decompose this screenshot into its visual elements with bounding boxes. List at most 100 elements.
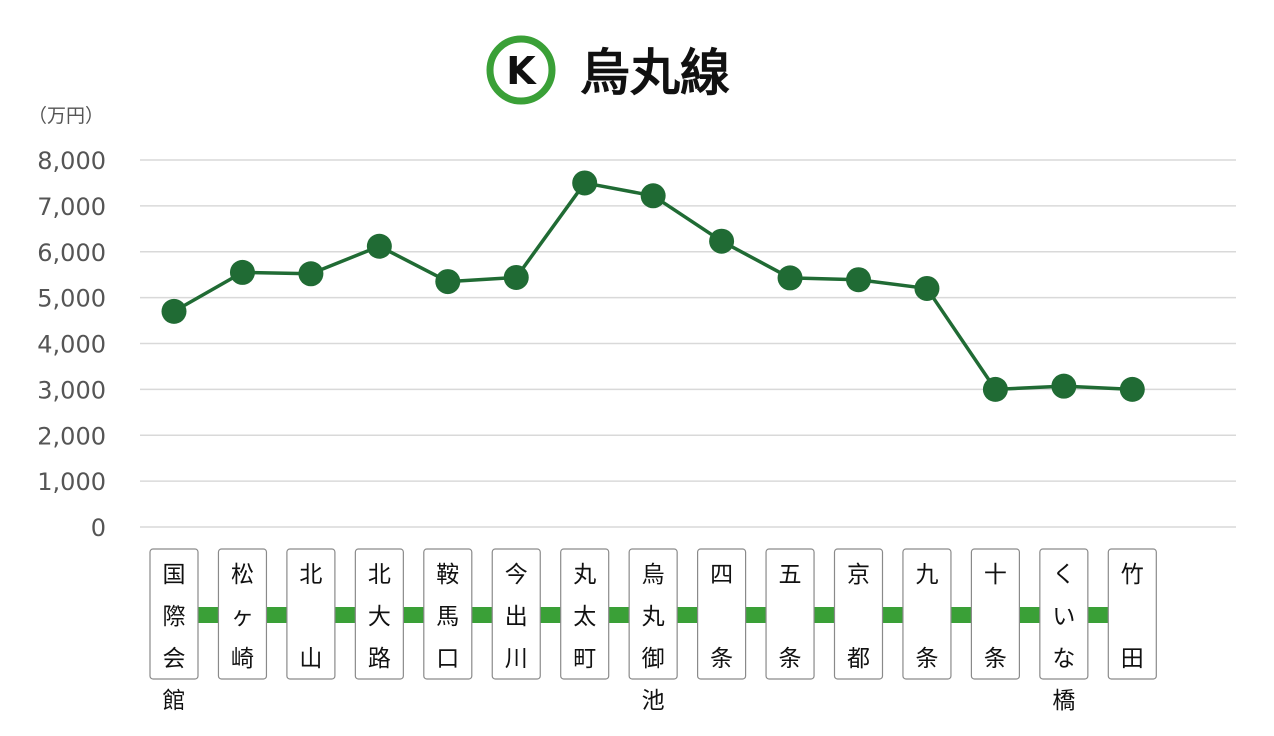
y-tick-label: 8,000 bbox=[37, 147, 106, 175]
station-box bbox=[696, 548, 747, 680]
station-box bbox=[286, 548, 336, 680]
y-tick-label: 0 bbox=[91, 514, 106, 542]
station-label-char: 条 bbox=[984, 646, 1007, 672]
station-label-char: く bbox=[1052, 562, 1075, 588]
station-label: 十条 bbox=[970, 548, 1021, 680]
station-label-char: 都 bbox=[847, 646, 870, 672]
station-label: 松ヶ崎 bbox=[217, 548, 268, 680]
station-label-char: 丸 bbox=[573, 562, 596, 588]
station-box bbox=[902, 548, 952, 680]
chart-title-group: K 烏丸線 bbox=[486, 35, 730, 105]
station-label-char: 町 bbox=[573, 646, 596, 672]
station-label-char: 田 bbox=[1121, 646, 1144, 672]
station-label: 今出川 bbox=[491, 548, 541, 680]
station-box bbox=[628, 548, 678, 680]
station-box bbox=[491, 548, 541, 680]
y-axis-ticks: 0 1,000 2,000 3,000 4,000 5,000 6,000 7,000 8,00… bbox=[37, 147, 106, 542]
data-point bbox=[640, 183, 666, 209]
station-label-char: 烏 bbox=[642, 562, 665, 588]
data-point bbox=[846, 267, 871, 293]
line-badge-letter: K bbox=[506, 49, 537, 93]
station-label-char: 丸 bbox=[642, 604, 665, 630]
series-line bbox=[173, 181, 1133, 392]
station-box bbox=[1107, 548, 1157, 680]
station-label-char: 条 bbox=[915, 646, 938, 672]
data-point bbox=[709, 228, 735, 254]
station-label-char: 橋 bbox=[1052, 688, 1075, 714]
data-point bbox=[572, 170, 598, 196]
station-box bbox=[970, 548, 1021, 680]
data-point bbox=[1119, 376, 1145, 402]
station-label-char: ヶ bbox=[231, 604, 254, 630]
station-label: 北大路 bbox=[354, 548, 404, 680]
data-point bbox=[366, 233, 392, 259]
station-box bbox=[149, 548, 199, 680]
y-tick-label: 2,000 bbox=[37, 422, 106, 450]
y-tick-label: 1,000 bbox=[37, 468, 106, 496]
station-label-char: 山 bbox=[299, 646, 322, 672]
gridlines bbox=[140, 159, 1236, 528]
station-box bbox=[217, 548, 268, 680]
station-label-char: 京 bbox=[847, 562, 870, 588]
station-label-char: 太 bbox=[573, 604, 596, 630]
y-tick-label: 6,000 bbox=[37, 239, 106, 267]
data-points bbox=[161, 170, 1145, 402]
station-box bbox=[423, 548, 473, 680]
station-label-char: な bbox=[1052, 646, 1075, 672]
station-label-char: 大 bbox=[368, 604, 391, 630]
station-label-char: 今 bbox=[505, 562, 528, 588]
data-point bbox=[503, 264, 529, 290]
station-label-char: 館 bbox=[163, 688, 186, 714]
data-point bbox=[435, 269, 461, 295]
station-label: 鞍馬口 bbox=[423, 548, 473, 680]
line-badge-circle bbox=[486, 35, 556, 105]
station-label: 九条 bbox=[902, 548, 952, 680]
station-label-char: 十 bbox=[984, 562, 1007, 588]
station-label-char: 口 bbox=[436, 646, 459, 672]
data-point bbox=[982, 376, 1008, 402]
station-label: 四条 bbox=[696, 548, 747, 680]
station-label-char: 鞍 bbox=[436, 562, 459, 588]
station-label-char: 条 bbox=[710, 646, 733, 672]
station-box bbox=[765, 548, 815, 680]
series-line-group bbox=[173, 181, 1133, 392]
station-label-char: 路 bbox=[368, 646, 391, 672]
station-label: 竹田 bbox=[1107, 548, 1157, 680]
y-tick-label: 7,000 bbox=[37, 193, 106, 221]
station-box bbox=[1039, 548, 1089, 680]
y-tick-label: 4,000 bbox=[37, 331, 106, 359]
station-label-char: 川 bbox=[505, 646, 528, 672]
station-label-char: 条 bbox=[779, 646, 802, 672]
station-label-char: 出 bbox=[505, 604, 528, 630]
data-point bbox=[229, 259, 255, 285]
data-point bbox=[914, 275, 940, 301]
station-box bbox=[833, 548, 884, 680]
data-point bbox=[161, 298, 187, 324]
chart-title: 烏丸線 bbox=[580, 44, 730, 102]
station-label-char: 国 bbox=[163, 562, 186, 588]
station-label-char: 池 bbox=[642, 688, 665, 714]
station-box bbox=[560, 548, 610, 680]
station-label: 五条 bbox=[765, 548, 815, 680]
station-label-char: 崎 bbox=[231, 646, 254, 672]
station-label: 京都 bbox=[833, 548, 884, 680]
station-label-char: 際 bbox=[163, 604, 186, 630]
station-label-char: 北 bbox=[299, 562, 322, 588]
station-label-char: い bbox=[1052, 604, 1075, 630]
y-axis-unit-label: （万円） bbox=[28, 105, 104, 127]
station-label-char: 御 bbox=[642, 646, 665, 672]
station-labels: 国際会館松ヶ崎北山北大路鞍馬口今出川丸太町烏丸御池四条五条京都九条十条くいな橋竹… bbox=[149, 548, 1157, 714]
y-tick-label: 5,000 bbox=[37, 285, 106, 313]
station-label: 丸太町 bbox=[560, 548, 610, 680]
station-label-char: 松 bbox=[231, 562, 254, 588]
station-label-char: 馬 bbox=[436, 604, 459, 630]
station-label-char: 五 bbox=[779, 562, 802, 588]
data-point bbox=[777, 265, 803, 291]
data-point bbox=[298, 261, 324, 287]
station-box bbox=[354, 548, 404, 680]
data-point bbox=[1051, 373, 1077, 399]
